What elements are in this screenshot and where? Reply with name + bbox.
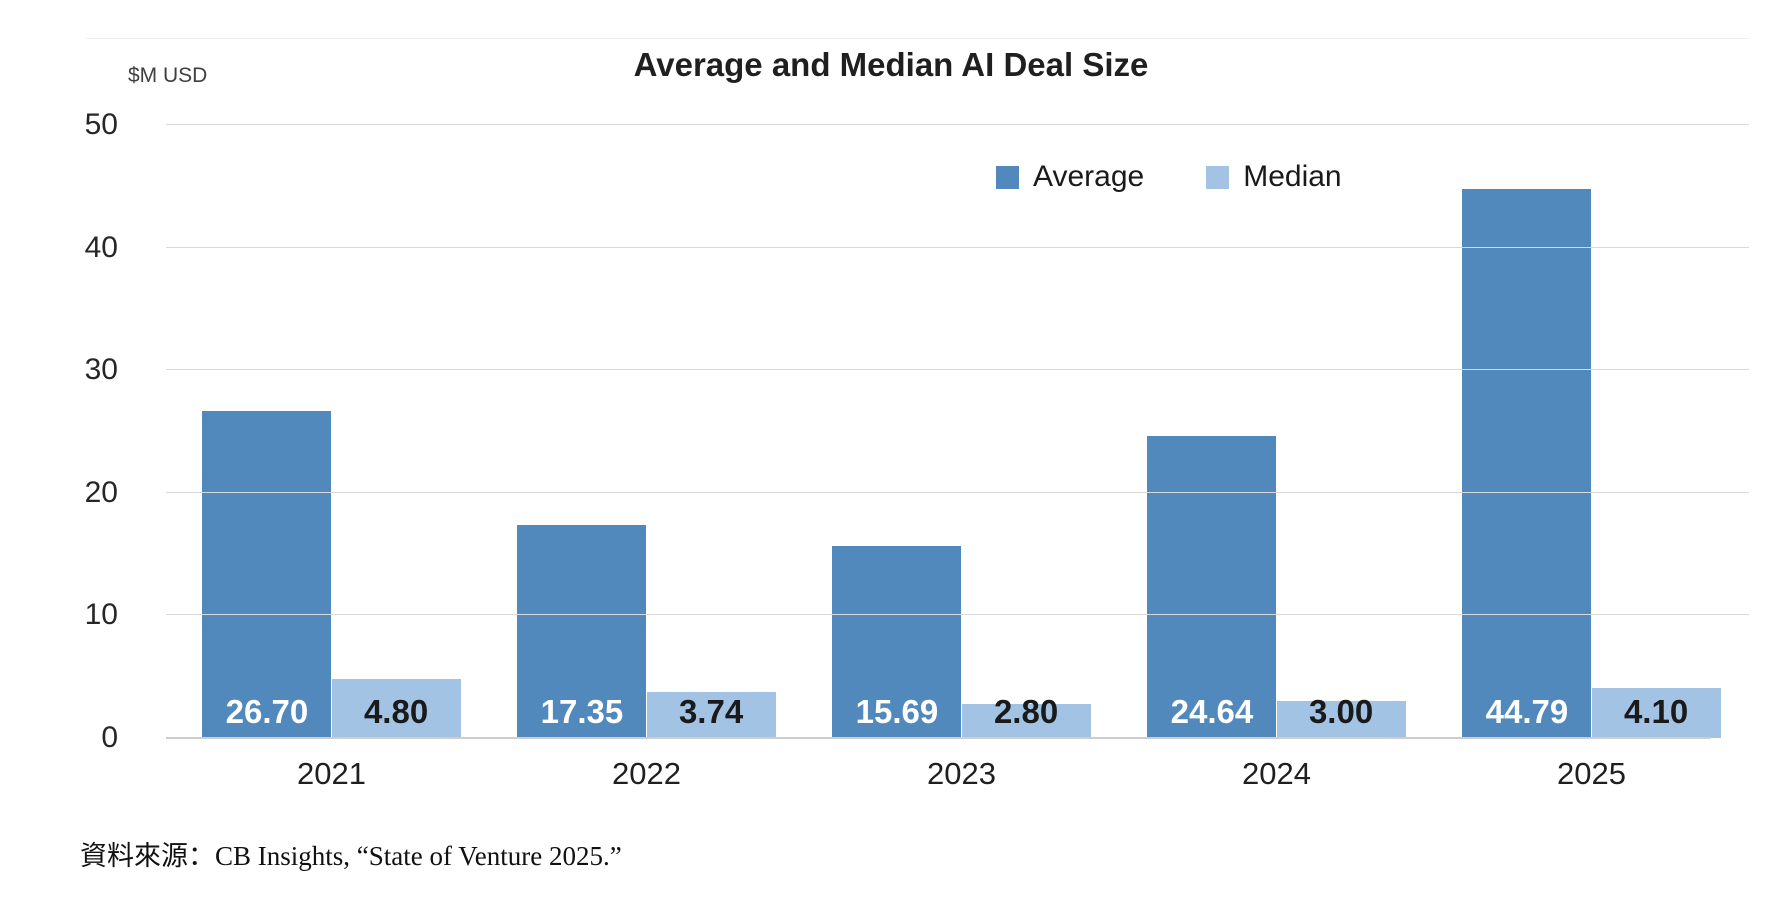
bar-group-2022: 17.35 3.74 — [489, 125, 804, 738]
median-bar-2022 — [646, 692, 776, 738]
median-value-label-2023: 2.80 — [993, 693, 1059, 730]
legend-label-average: Average — [1033, 160, 1145, 193]
average-bar-2023 — [832, 545, 962, 738]
average-legend-swatch-icon — [996, 165, 1019, 189]
median-bar-2023 — [961, 703, 1091, 738]
median-bar-2024 — [1276, 701, 1406, 738]
bar-group-2021: 26.70 4.80 — [174, 125, 489, 738]
y-tick-label-10: 10 — [84, 598, 118, 632]
gridline-50 — [166, 124, 1749, 125]
x-tick-label-2024: 2024 — [1242, 756, 1311, 791]
average-bar-2022 — [517, 525, 647, 738]
y-tick-label-50: 50 — [84, 108, 118, 141]
y-tick-label-40: 40 — [84, 230, 118, 264]
y-tick-label-20: 20 — [84, 475, 118, 509]
average-bar-2021 — [202, 410, 332, 738]
x-tick-label-2023: 2023 — [927, 756, 996, 791]
chart-legend: Average Median — [996, 160, 1342, 194]
average-bar-2025 — [1462, 188, 1592, 738]
gridline-30 — [166, 369, 1749, 371]
bar-group-2023: 15.69 2.80 — [804, 125, 1119, 738]
average-value-label-2023: 15.69 — [855, 693, 939, 730]
median-value-label-2022: 3.74 — [678, 693, 744, 730]
average-value-label-2021: 26.70 — [225, 693, 309, 730]
average-value-label-2024: 24.64 — [1170, 693, 1254, 730]
gridline-40 — [166, 246, 1749, 248]
average-bar-2024 — [1147, 435, 1277, 738]
average-value-label-2025: 44.79 — [1485, 693, 1569, 730]
chart-title: Average and Median AI Deal Size — [633, 46, 1149, 83]
source-note: 資料來源：CB Insights, “State of Venture 2025… — [80, 841, 622, 871]
x-tick-label-2022: 2022 — [612, 756, 681, 791]
legend-label-median: Median — [1243, 160, 1342, 193]
y-axis-unit-label: $M USD — [128, 64, 208, 87]
chart-area-top-border — [86, 38, 1750, 39]
median-legend-swatch-icon — [1206, 165, 1230, 189]
average-value-label-2022: 17.35 — [540, 693, 624, 730]
median-value-label-2025: 4.10 — [1623, 693, 1689, 730]
median-value-label-2021: 4.80 — [363, 693, 429, 730]
median-bar-2021 — [331, 679, 461, 738]
x-axis-tick-labels: 2021 2022 2023 2024 2025 — [174, 756, 1749, 792]
gridline-20 — [166, 491, 1749, 493]
y-tick-label-30: 30 — [84, 353, 118, 387]
legend-item-average: Average — [996, 160, 1144, 194]
x-tick-label-2025: 2025 — [1557, 756, 1626, 791]
bar-group-2024: 24.64 3.00 — [1119, 125, 1434, 738]
y-axis-tick-labels: 0 10 20 30 40 50 — [60, 109, 146, 754]
y-tick-label-0: 0 — [101, 721, 118, 754]
gridline-10 — [166, 614, 1749, 616]
x-axis-line — [166, 737, 1711, 739]
x-tick-label-2021: 2021 — [297, 756, 366, 791]
median-value-label-2024: 3.00 — [1308, 693, 1374, 730]
bar-group-2025: 44.79 4.10 — [1434, 125, 1749, 738]
median-bar-2025 — [1591, 687, 1721, 738]
bars-layer: 26.70 4.80 17.35 3.74 15.69 2.80 24.64 3.00 44.7… — [174, 125, 1749, 738]
plot-area: 26.70 4.80 17.35 3.74 15.69 2.80 24.64 3.00 44.7… — [166, 124, 1749, 739]
legend-item-median: Median — [1206, 160, 1342, 194]
